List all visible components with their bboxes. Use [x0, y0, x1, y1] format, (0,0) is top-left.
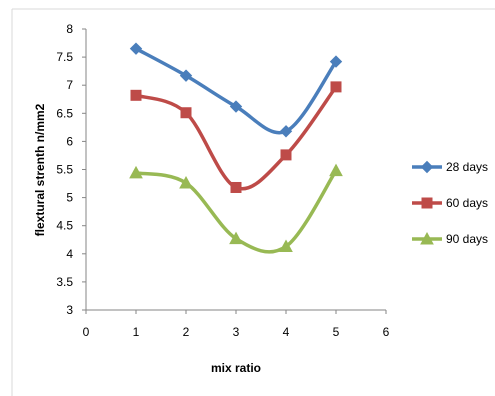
y-tick-label: 3.5 — [56, 275, 73, 289]
x-ticks: 0 1 2 3 4 5 6 — [83, 310, 390, 339]
data-point — [279, 125, 293, 138]
legend-item: 60 days — [412, 196, 488, 210]
data-point — [230, 181, 242, 193]
legend-label: 28 days — [446, 160, 488, 174]
y-tick-label: 4.5 — [56, 219, 73, 233]
x-tick-label: 0 — [83, 325, 90, 339]
data-point — [330, 81, 342, 93]
y-tick-label: 5.5 — [56, 163, 73, 177]
data-point — [180, 107, 192, 119]
y-tick-label: 3 — [66, 303, 73, 317]
y-ticks: 3 3.5 4 4.5 5 5.5 6 6.5 7 7.5 8 — [56, 22, 86, 317]
legend-marker — [420, 160, 434, 174]
series-1 — [130, 81, 342, 193]
series-layer — [129, 42, 343, 254]
legend-label: 60 days — [446, 196, 488, 210]
legend-marker — [421, 197, 433, 209]
x-tick-label: 6 — [383, 325, 390, 339]
data-point — [179, 175, 193, 189]
x-tick-label: 3 — [233, 325, 240, 339]
legend-label: 90 days — [446, 232, 488, 246]
data-point — [129, 42, 143, 55]
x-axis-title: mix ratio — [211, 361, 261, 375]
y-tick-label: 6 — [66, 134, 73, 148]
data-point — [229, 231, 243, 245]
y-tick-label: 5 — [66, 191, 73, 205]
y-tick-label: 4 — [66, 247, 73, 261]
y-axis-title: flextural strenth n/mm2 — [33, 103, 47, 236]
data-point — [179, 69, 193, 82]
series-line — [134, 46, 338, 135]
x-tick-label: 5 — [333, 325, 340, 339]
data-point — [229, 100, 243, 113]
series-0 — [129, 42, 343, 138]
x-tick-label: 4 — [283, 325, 290, 339]
y-tick-label: 7 — [66, 78, 73, 92]
data-point — [329, 55, 343, 68]
data-point — [279, 239, 293, 252]
y-tick-label: 6.5 — [56, 106, 73, 120]
y-tick-label: 7.5 — [56, 50, 73, 64]
legend-item: 28 days — [412, 160, 488, 174]
legend-marker — [420, 231, 434, 245]
legend-item: 90 days — [412, 231, 488, 246]
series-2 — [129, 163, 343, 254]
data-point — [280, 149, 292, 161]
x-tick-label: 1 — [133, 325, 140, 339]
data-point — [129, 165, 143, 179]
legend: 28 days 60 days 90 days — [412, 160, 488, 246]
data-point — [329, 163, 343, 177]
x-tick-label: 2 — [183, 325, 190, 339]
data-point — [130, 89, 142, 101]
y-tick-label: 8 — [66, 22, 73, 36]
